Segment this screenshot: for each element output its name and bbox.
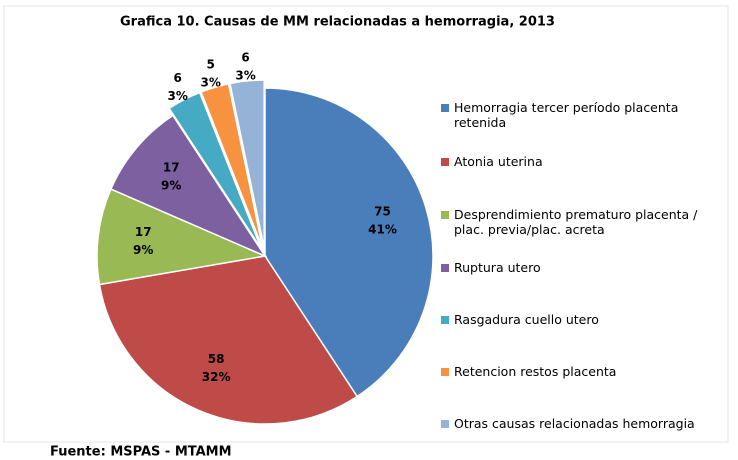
data-label: 6 bbox=[173, 71, 181, 85]
legend-swatch bbox=[441, 316, 449, 324]
data-label-percent: 32% bbox=[202, 370, 231, 384]
legend-item: Rasgadura cuello utero bbox=[441, 312, 731, 327]
pie-slice bbox=[229, 79, 265, 249]
data-label-percent: 9% bbox=[133, 243, 153, 257]
legend-label: Desprendimiento prematuro placenta / pla… bbox=[454, 207, 698, 237]
pie-slice bbox=[168, 91, 263, 250]
legend-label: Retencion restos placenta bbox=[454, 364, 617, 379]
legend-swatch bbox=[441, 420, 449, 428]
data-label: 5 bbox=[206, 58, 214, 72]
data-label-percent: 3% bbox=[200, 76, 220, 90]
data-label-percent: 41% bbox=[368, 222, 397, 236]
legend-item: Ruptura utero bbox=[441, 260, 731, 275]
legend-label: Ruptura utero bbox=[454, 260, 541, 275]
legend-item: Retencion restos placenta bbox=[441, 364, 731, 379]
data-label: 75 bbox=[374, 204, 391, 218]
data-label-percent: 3% bbox=[235, 69, 255, 83]
legend-item: Otras causas relacionadas hemorragia bbox=[441, 416, 731, 431]
legend-swatch bbox=[441, 368, 449, 376]
legend-swatch bbox=[441, 158, 449, 166]
chart-title: Grafica 10. Causas de MM relacionadas a … bbox=[120, 15, 555, 30]
chart-frame bbox=[3, 5, 729, 443]
legend-swatch bbox=[441, 104, 449, 112]
data-label: 17 bbox=[135, 225, 152, 239]
legend-item: Hemorragia tercer período placenta reten… bbox=[441, 100, 731, 130]
data-label: 17 bbox=[163, 160, 180, 174]
pie-slice bbox=[200, 82, 264, 249]
legend-swatch bbox=[441, 211, 449, 219]
legend-label: Otras causas relacionadas hemorragia bbox=[454, 416, 695, 431]
legend-label: Atonia uterina bbox=[454, 154, 543, 169]
data-label: 6 bbox=[241, 51, 249, 65]
legend-label: Hemorragia tercer período placenta reten… bbox=[454, 100, 679, 130]
legend-item: Atonia uterina bbox=[441, 154, 731, 169]
pie-slice bbox=[96, 188, 268, 286]
legend-item: Desprendimiento prematuro placenta / pla… bbox=[441, 207, 731, 237]
legend-label: Rasgadura cuello utero bbox=[454, 312, 599, 327]
source: Fuente: MSPAS - MTAMM bbox=[50, 445, 232, 460]
data-label: 58 bbox=[208, 352, 225, 366]
data-label-percent: 3% bbox=[167, 89, 187, 103]
data-label-percent: 9% bbox=[161, 178, 181, 192]
pie-slice bbox=[98, 255, 359, 425]
pie-slice bbox=[109, 114, 268, 258]
legend-swatch bbox=[441, 264, 449, 272]
